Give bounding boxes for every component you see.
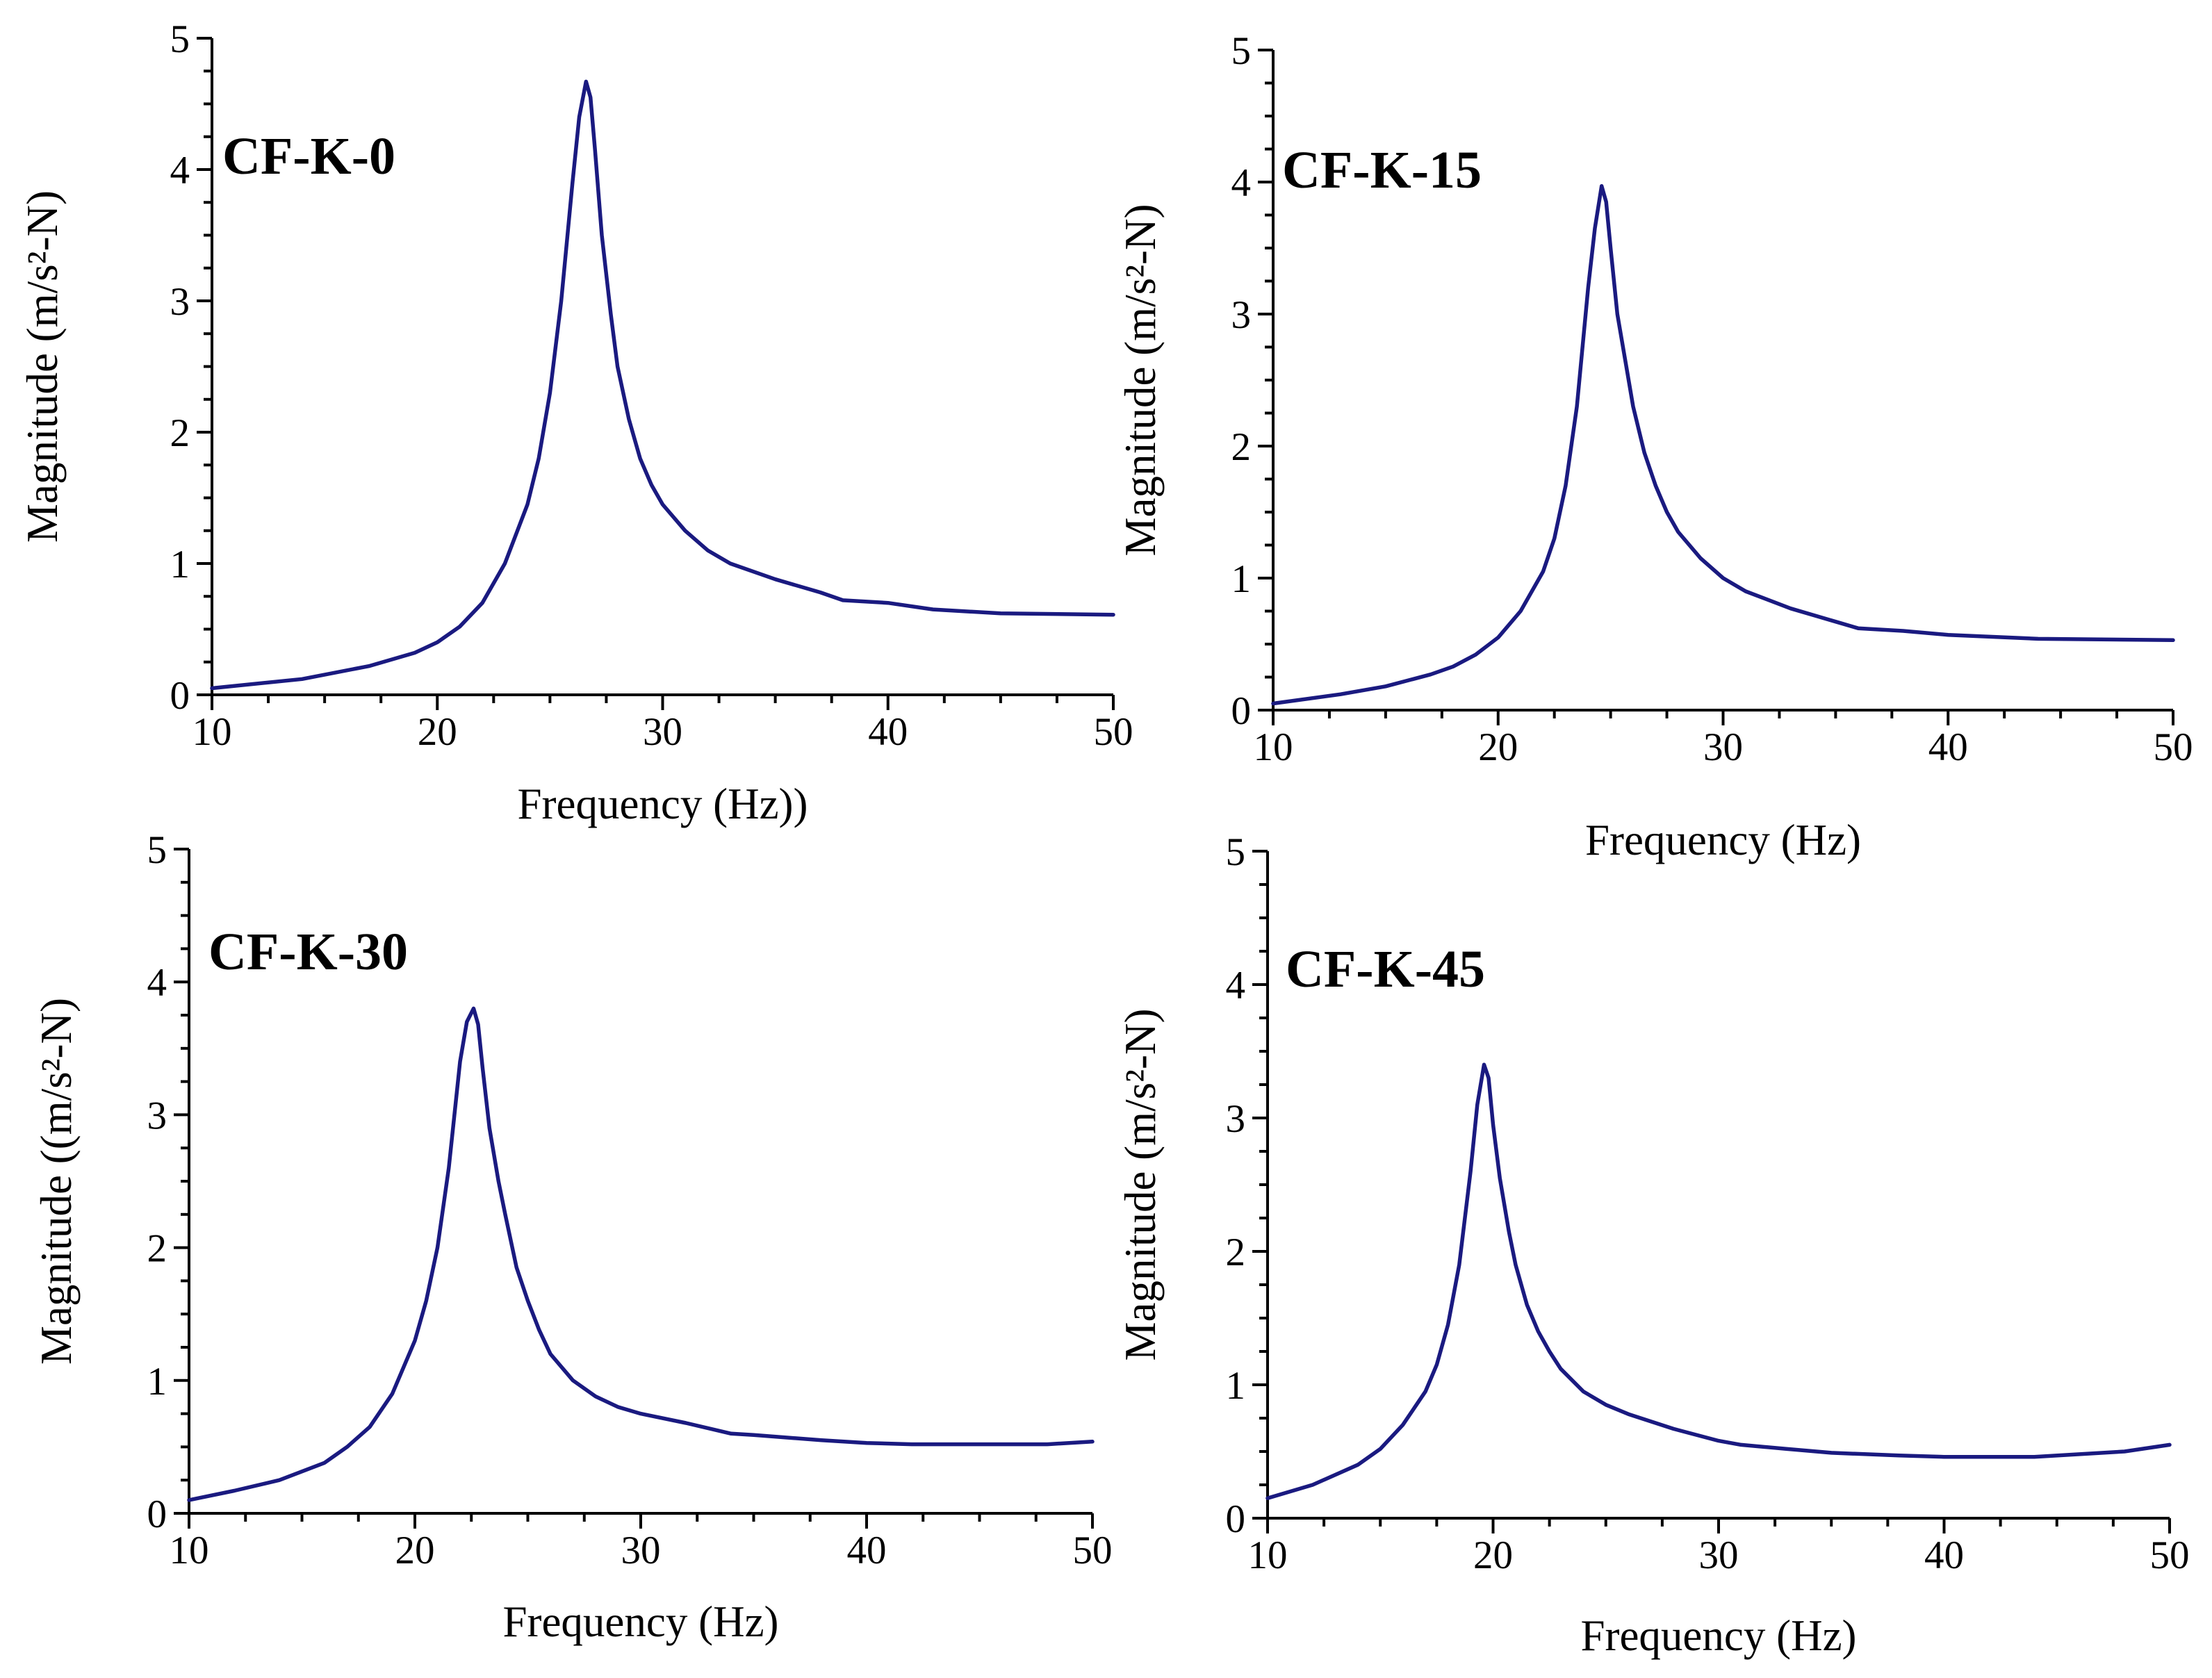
- x-tick-label: 20: [1473, 1533, 1513, 1577]
- panel-title: CF-K-0: [222, 127, 395, 186]
- y-tick-label: 3: [1231, 293, 1252, 337]
- y-tick-label: 0: [170, 674, 190, 718]
- x-tick-label: 30: [1699, 1533, 1739, 1577]
- x-tick-label: 40: [847, 1529, 887, 1572]
- panel-1: 10 20 30 40 50 0 1 2 3 4 5 Frequency (Hz)) Magnitude…: [18, 17, 1133, 828]
- x-tick-label: 50: [1073, 1529, 1113, 1572]
- x-tick-label: 10: [1248, 1533, 1288, 1577]
- y-tick-label: 5: [147, 828, 167, 872]
- y-tick-label: 2: [147, 1227, 167, 1271]
- y-tick-label: 1: [170, 543, 190, 586]
- y-tick-label: 5: [170, 17, 190, 61]
- x-tick-label: 20: [1478, 725, 1518, 769]
- x-tick-label: 10: [170, 1529, 209, 1572]
- panel-3: 10 20 30 40 50 0 1 2 3 4 5 Frequency (Hz) Magnitude …: [32, 828, 1113, 1646]
- x-axis-label: Frequency (Hz)): [517, 780, 808, 828]
- y-axis-label: Magnitude (m/s²-N): [18, 190, 67, 543]
- y-tick-label: 2: [1231, 425, 1252, 469]
- y-axis-label: Magnitude (m/s²-N): [1116, 1008, 1165, 1360]
- series-line-CF-K-0: [210, 79, 1115, 691]
- x-tick-label: 40: [868, 710, 908, 754]
- x-tick-label: 50: [1094, 710, 1133, 754]
- y-tick-label: 0: [1226, 1497, 1246, 1541]
- y-tick-label: 5: [1231, 29, 1252, 73]
- x-tick-label: 50: [2154, 725, 2193, 769]
- x-axis-label: Frequency (Hz): [1585, 816, 1861, 864]
- y-tick-label: 4: [170, 149, 190, 192]
- y-tick-label: 3: [170, 280, 190, 324]
- series-line-CF-K-15: [1271, 183, 2175, 706]
- x-tick-label: 30: [643, 710, 682, 754]
- y-tick-label: 1: [1231, 557, 1252, 601]
- x-tick-label: 40: [1924, 1533, 1964, 1577]
- y-tick-label: 4: [147, 961, 167, 1005]
- y-tick-label: 0: [1231, 689, 1252, 733]
- y-tick-label: 5: [1226, 830, 1246, 874]
- y-tick-label: 3: [147, 1094, 167, 1137]
- y-tick-label: 2: [1226, 1231, 1246, 1274]
- y-axis-label: Magnitude (m/s²-N): [1116, 204, 1165, 556]
- x-axis-label: Frequency (Hz): [1580, 1611, 1856, 1660]
- x-tick-label: 10: [192, 710, 232, 754]
- y-axis-label: Magnitude ((m/s²-N): [32, 998, 81, 1365]
- x-tick-label: 10: [1254, 725, 1293, 769]
- panel-2: 10 20 30 40 50 0 1 2 3 4 5 Frequency (Hz) Magnitude …: [1116, 29, 2193, 864]
- x-tick-label: 20: [395, 1529, 435, 1572]
- panel-4: 10 20 30 40 50 0 1 2 3 4 5 Frequency (Hz) Magnitude …: [1116, 830, 2190, 1660]
- x-tick-label: 30: [621, 1529, 661, 1572]
- x-axis-label: Frequency (Hz): [502, 1597, 778, 1646]
- series-line-CF-K-30: [187, 1006, 1095, 1502]
- x-tick-label: 50: [2150, 1533, 2190, 1577]
- y-tick-label: 1: [1226, 1364, 1246, 1408]
- y-tick-label: 4: [1231, 161, 1252, 205]
- y-tick-label: 0: [147, 1492, 167, 1536]
- x-tick-label: 30: [1703, 725, 1743, 769]
- y-tick-label: 1: [147, 1360, 167, 1404]
- panel-title: CF-K-45: [1286, 940, 1485, 998]
- y-tick-label: 3: [1226, 1097, 1246, 1141]
- y-tick-label: 4: [1226, 964, 1246, 1007]
- x-tick-label: 40: [1928, 725, 1968, 769]
- series-line-CF-K-45: [1265, 1062, 2172, 1500]
- panel-title: CF-K-15: [1282, 141, 1482, 199]
- panel-title: CF-K-30: [208, 923, 408, 981]
- x-tick-label: 20: [418, 710, 457, 754]
- y-tick-label: 2: [170, 411, 190, 455]
